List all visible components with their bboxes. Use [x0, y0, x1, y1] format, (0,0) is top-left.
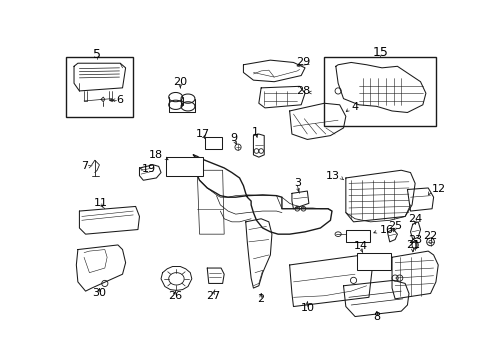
Text: 15: 15 [372, 46, 389, 59]
Text: 16: 16 [380, 225, 394, 235]
Text: 17: 17 [196, 129, 210, 139]
Bar [346, 230, 370, 242]
Text: 10: 10 [300, 303, 315, 313]
Text: 30: 30 [93, 288, 106, 298]
Text: 21: 21 [406, 240, 420, 250]
Text: 22: 22 [423, 231, 438, 241]
Text: 8: 8 [373, 312, 380, 322]
Bar [324, 57, 436, 126]
Text: 23: 23 [408, 235, 422, 244]
Text: 25: 25 [388, 221, 402, 231]
Text: 3: 3 [294, 178, 301, 188]
Text: 6: 6 [117, 95, 123, 105]
Text: 9: 9 [230, 133, 237, 143]
Text: 14: 14 [354, 242, 368, 252]
Text: 12: 12 [432, 184, 446, 194]
Text: 20: 20 [173, 77, 187, 87]
Text: 1: 1 [251, 127, 259, 137]
Bar [205, 137, 222, 149]
Text: 29: 29 [296, 58, 311, 67]
Text: 18: 18 [148, 150, 163, 160]
Bar [167, 157, 203, 176]
Bar [357, 253, 392, 270]
Text: 26: 26 [168, 291, 182, 301]
Text: 19: 19 [142, 164, 156, 174]
Text: 27: 27 [206, 291, 220, 301]
Text: 7: 7 [81, 161, 88, 171]
Text: 24: 24 [408, 214, 422, 224]
Text: 13: 13 [326, 171, 340, 181]
Text: 2: 2 [258, 294, 265, 304]
Text: 28: 28 [296, 86, 311, 96]
Text: 11: 11 [94, 198, 108, 208]
Text: 5: 5 [93, 48, 101, 61]
Bar [66, 57, 132, 117]
Text: 4: 4 [351, 102, 358, 112]
